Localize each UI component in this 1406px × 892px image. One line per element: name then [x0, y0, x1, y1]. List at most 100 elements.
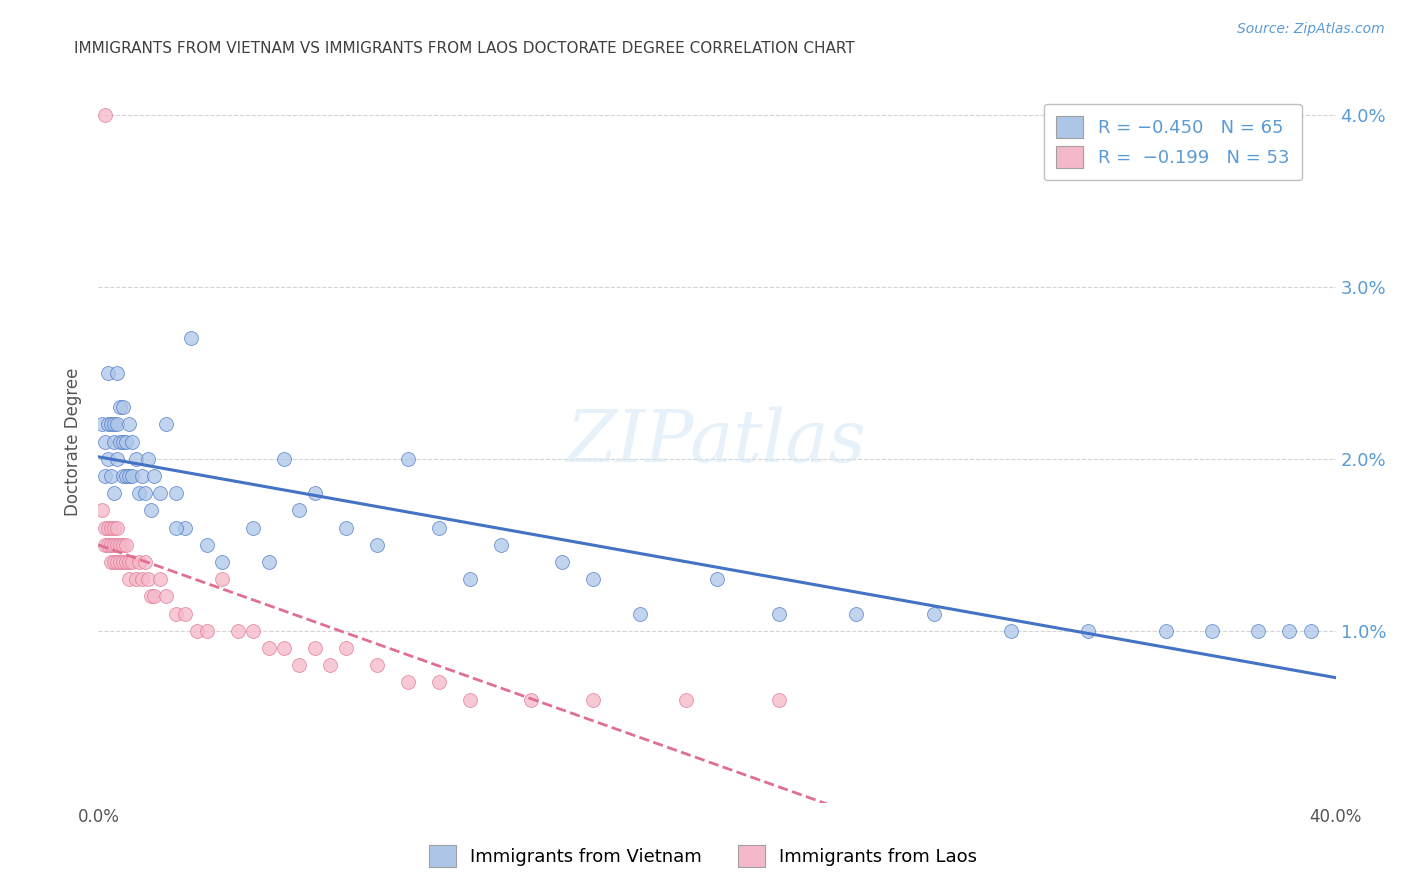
Point — [112, 469, 135, 483]
Point — [103, 417, 125, 432]
Point — [458, 692, 481, 706]
Point — [112, 555, 135, 569]
Point — [242, 624, 264, 638]
Point — [118, 417, 141, 432]
Point — [396, 675, 419, 690]
Point — [90, 417, 112, 432]
Point — [551, 555, 574, 569]
Point — [273, 451, 295, 466]
Point — [195, 538, 218, 552]
Point — [1000, 624, 1022, 638]
Point — [768, 607, 790, 621]
Point — [136, 451, 159, 466]
Point — [174, 607, 197, 621]
Point — [105, 555, 128, 569]
Point — [1201, 624, 1223, 638]
Point — [115, 538, 138, 552]
Point — [108, 555, 131, 569]
Point — [675, 692, 697, 706]
Point — [288, 503, 311, 517]
Point — [489, 538, 512, 552]
Point — [93, 434, 115, 449]
Point — [93, 108, 115, 122]
Point — [304, 486, 326, 500]
Point — [112, 538, 135, 552]
Point — [112, 400, 135, 414]
Point — [458, 572, 481, 586]
Point — [105, 538, 128, 552]
Point — [115, 555, 138, 569]
Point — [149, 572, 172, 586]
Point — [103, 538, 125, 552]
Point — [100, 555, 122, 569]
Point — [134, 555, 156, 569]
Point — [520, 692, 543, 706]
Point — [1077, 624, 1099, 638]
Point — [115, 434, 138, 449]
Point — [97, 520, 120, 534]
Point — [118, 555, 141, 569]
Point — [105, 417, 128, 432]
Text: ZIPatlas: ZIPatlas — [567, 406, 868, 477]
Point — [105, 520, 128, 534]
Point — [1247, 624, 1270, 638]
Point — [211, 555, 233, 569]
Point — [139, 503, 162, 517]
Point — [845, 607, 868, 621]
Point — [257, 555, 280, 569]
Text: IMMIGRANTS FROM VIETNAM VS IMMIGRANTS FROM LAOS DOCTORATE DEGREE CORRELATION CHA: IMMIGRANTS FROM VIETNAM VS IMMIGRANTS FR… — [73, 40, 855, 55]
Point — [121, 469, 143, 483]
Point — [143, 469, 166, 483]
Point — [103, 434, 125, 449]
Point — [273, 640, 295, 655]
Point — [304, 640, 326, 655]
Point — [139, 590, 162, 604]
Point — [366, 538, 388, 552]
Point — [93, 538, 115, 552]
Point — [143, 590, 166, 604]
Point — [165, 486, 187, 500]
Point — [108, 434, 131, 449]
Point — [628, 607, 651, 621]
Point — [112, 434, 135, 449]
Point — [97, 451, 120, 466]
Text: Source: ZipAtlas.com: Source: ZipAtlas.com — [1237, 22, 1385, 37]
Point — [108, 538, 131, 552]
Point — [174, 520, 197, 534]
Point — [93, 469, 115, 483]
Point — [100, 520, 122, 534]
Point — [121, 434, 143, 449]
Point — [131, 572, 153, 586]
Point — [1278, 624, 1301, 638]
Point — [115, 469, 138, 483]
Point — [97, 538, 120, 552]
Point — [335, 640, 357, 655]
Point — [427, 675, 450, 690]
Point — [97, 366, 120, 380]
Point — [366, 658, 388, 673]
Point — [136, 572, 159, 586]
Point — [118, 572, 141, 586]
Point — [288, 658, 311, 673]
Point — [103, 520, 125, 534]
Point — [97, 417, 120, 432]
Y-axis label: Doctorate Degree: Doctorate Degree — [65, 368, 83, 516]
Point — [211, 572, 233, 586]
Point — [118, 469, 141, 483]
Point — [108, 400, 131, 414]
Point — [582, 692, 605, 706]
Point — [335, 520, 357, 534]
Point — [768, 692, 790, 706]
Point — [706, 572, 728, 586]
Point — [105, 366, 128, 380]
Point — [124, 572, 146, 586]
Point — [103, 486, 125, 500]
Point — [121, 555, 143, 569]
Point — [131, 469, 153, 483]
Point — [427, 520, 450, 534]
Point — [149, 486, 172, 500]
Point — [128, 555, 150, 569]
Point — [103, 555, 125, 569]
Point — [165, 607, 187, 621]
Point — [128, 486, 150, 500]
